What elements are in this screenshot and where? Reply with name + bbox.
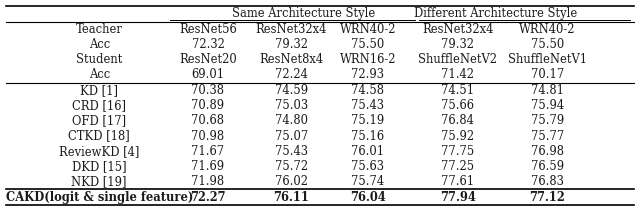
Text: Student: Student [76, 53, 122, 66]
Text: 75.19: 75.19 [351, 114, 385, 127]
Text: 75.66: 75.66 [441, 99, 474, 112]
Text: ResNet32x4: ResNet32x4 [255, 23, 327, 36]
Text: Teacher: Teacher [76, 23, 123, 36]
Text: 69.01: 69.01 [191, 69, 225, 81]
Text: NKD [19]: NKD [19] [72, 175, 127, 188]
Text: 70.38: 70.38 [191, 84, 225, 97]
Text: WRN40-2: WRN40-2 [519, 23, 575, 36]
Text: CRD [16]: CRD [16] [72, 99, 126, 112]
Text: DKD [15]: DKD [15] [72, 160, 127, 173]
Text: 79.32: 79.32 [275, 38, 308, 51]
Text: ResNet56: ResNet56 [179, 23, 237, 36]
Text: 70.68: 70.68 [191, 114, 225, 127]
Text: 75.92: 75.92 [441, 130, 474, 142]
Text: KD [1]: KD [1] [80, 84, 118, 97]
Text: 75.16: 75.16 [351, 130, 385, 142]
Text: 70.17: 70.17 [531, 69, 564, 81]
Text: Acc: Acc [88, 38, 110, 51]
Text: 74.58: 74.58 [351, 84, 385, 97]
Text: 77.94: 77.94 [440, 191, 476, 204]
Text: 75.50: 75.50 [531, 38, 564, 51]
Text: ReviewKD [4]: ReviewKD [4] [59, 145, 140, 158]
Text: 71.67: 71.67 [191, 145, 225, 158]
Text: 75.79: 75.79 [531, 114, 564, 127]
Text: ResNet8x4: ResNet8x4 [259, 53, 323, 66]
Text: ShuffleNetV1: ShuffleNetV1 [508, 53, 587, 66]
Text: 72.24: 72.24 [275, 69, 308, 81]
Text: 75.50: 75.50 [351, 38, 385, 51]
Text: 77.75: 77.75 [441, 145, 474, 158]
Text: 75.43: 75.43 [351, 99, 385, 112]
Text: 79.32: 79.32 [441, 38, 474, 51]
Text: 74.80: 74.80 [275, 114, 308, 127]
Text: 72.32: 72.32 [191, 38, 225, 51]
Text: Different Architecture Style: Different Architecture Style [414, 7, 578, 20]
Text: 77.25: 77.25 [441, 160, 474, 173]
Text: 75.74: 75.74 [351, 175, 385, 188]
Text: 75.77: 75.77 [531, 130, 564, 142]
Text: 70.89: 70.89 [191, 99, 225, 112]
Text: 76.59: 76.59 [531, 160, 564, 173]
Text: 72.27: 72.27 [190, 191, 226, 204]
Text: 75.43: 75.43 [275, 145, 308, 158]
Text: ShuffleNetV2: ShuffleNetV2 [418, 53, 497, 66]
Text: 77.61: 77.61 [441, 175, 474, 188]
Text: 76.02: 76.02 [275, 175, 308, 188]
Text: 76.84: 76.84 [441, 114, 474, 127]
Text: Same Architecture Style: Same Architecture Style [232, 7, 376, 20]
Text: 75.94: 75.94 [531, 99, 564, 112]
Text: 72.93: 72.93 [351, 69, 385, 81]
Text: 75.72: 75.72 [275, 160, 308, 173]
Text: 76.83: 76.83 [531, 175, 564, 188]
Text: ResNet32x4: ResNet32x4 [422, 23, 493, 36]
Text: 71.42: 71.42 [441, 69, 474, 81]
Text: 75.63: 75.63 [351, 160, 385, 173]
Text: ResNet20: ResNet20 [179, 53, 237, 66]
Text: 74.81: 74.81 [531, 84, 564, 97]
Text: 70.98: 70.98 [191, 130, 225, 142]
Text: 74.51: 74.51 [441, 84, 474, 97]
Text: OFD [17]: OFD [17] [72, 114, 126, 127]
Text: CAKD(logit & single feature): CAKD(logit & single feature) [6, 191, 193, 204]
Text: WRN16-2: WRN16-2 [340, 53, 396, 66]
Text: 74.59: 74.59 [275, 84, 308, 97]
Text: CTKD [18]: CTKD [18] [68, 130, 130, 142]
Text: 76.04: 76.04 [350, 191, 386, 204]
Text: WRN40-2: WRN40-2 [340, 23, 396, 36]
Text: 75.03: 75.03 [275, 99, 308, 112]
Text: 71.69: 71.69 [191, 160, 225, 173]
Text: 77.12: 77.12 [529, 191, 565, 204]
Text: 76.11: 76.11 [273, 191, 309, 204]
Text: 76.01: 76.01 [351, 145, 385, 158]
Text: Acc: Acc [88, 69, 110, 81]
Text: 71.98: 71.98 [191, 175, 225, 188]
Text: 76.98: 76.98 [531, 145, 564, 158]
Text: 75.07: 75.07 [275, 130, 308, 142]
